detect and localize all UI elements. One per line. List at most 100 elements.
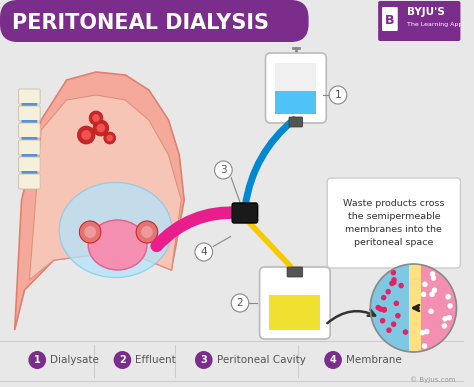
FancyBboxPatch shape: [21, 120, 37, 124]
FancyBboxPatch shape: [232, 203, 258, 223]
FancyArrowPatch shape: [246, 120, 294, 205]
Circle shape: [92, 114, 100, 122]
Circle shape: [385, 289, 391, 295]
FancyBboxPatch shape: [287, 267, 303, 277]
Text: BYJU'S: BYJU'S: [407, 7, 445, 17]
Text: Effluent: Effluent: [135, 355, 176, 365]
Circle shape: [398, 283, 404, 288]
Circle shape: [104, 132, 116, 144]
FancyBboxPatch shape: [18, 174, 40, 189]
Circle shape: [97, 123, 105, 132]
FancyBboxPatch shape: [18, 157, 40, 172]
Circle shape: [77, 126, 95, 144]
Circle shape: [28, 351, 46, 369]
FancyBboxPatch shape: [382, 7, 398, 31]
Circle shape: [382, 307, 387, 312]
Text: B: B: [385, 14, 395, 26]
Text: The Learning App: The Learning App: [407, 22, 462, 27]
Circle shape: [391, 277, 397, 283]
Circle shape: [432, 288, 437, 293]
Wedge shape: [370, 264, 413, 352]
FancyBboxPatch shape: [289, 117, 303, 127]
Circle shape: [389, 281, 395, 286]
Circle shape: [442, 316, 448, 322]
Circle shape: [329, 86, 347, 104]
FancyArrowPatch shape: [250, 223, 292, 268]
Circle shape: [403, 329, 408, 335]
Circle shape: [447, 315, 452, 320]
Circle shape: [386, 327, 392, 333]
FancyBboxPatch shape: [18, 140, 40, 155]
Circle shape: [136, 221, 158, 243]
FancyBboxPatch shape: [275, 63, 317, 91]
Text: Peritoneal Cavity: Peritoneal Cavity: [217, 355, 305, 365]
Circle shape: [93, 120, 109, 136]
Circle shape: [421, 291, 427, 297]
Circle shape: [82, 130, 91, 140]
Text: © Byjus.com: © Byjus.com: [410, 376, 456, 383]
Circle shape: [141, 226, 153, 238]
Circle shape: [391, 322, 396, 327]
Circle shape: [393, 301, 399, 306]
Circle shape: [442, 323, 447, 329]
Circle shape: [424, 329, 429, 334]
FancyBboxPatch shape: [265, 53, 326, 123]
FancyBboxPatch shape: [260, 267, 330, 339]
Text: 2: 2: [119, 355, 126, 365]
FancyArrowPatch shape: [213, 236, 231, 247]
Circle shape: [195, 243, 212, 261]
FancyArrowPatch shape: [231, 178, 240, 202]
Circle shape: [324, 351, 342, 369]
Circle shape: [395, 313, 401, 319]
Circle shape: [422, 281, 428, 287]
Ellipse shape: [59, 183, 172, 277]
Text: Waste products cross
the semipermeable
membranes into the
peritoneal space: Waste products cross the semipermeable m…: [343, 199, 445, 247]
Text: 3: 3: [201, 355, 207, 365]
FancyBboxPatch shape: [0, 0, 309, 42]
Circle shape: [381, 307, 387, 313]
Text: Dialysate: Dialysate: [50, 355, 99, 365]
FancyArrowPatch shape: [156, 212, 239, 246]
Text: 1: 1: [34, 355, 41, 365]
Circle shape: [84, 226, 96, 238]
Circle shape: [107, 135, 113, 141]
Circle shape: [391, 270, 396, 276]
FancyBboxPatch shape: [21, 171, 37, 175]
Wedge shape: [413, 264, 456, 352]
Text: 2: 2: [237, 298, 243, 308]
Circle shape: [391, 279, 397, 285]
Circle shape: [380, 318, 385, 324]
FancyBboxPatch shape: [18, 89, 40, 104]
FancyArrowPatch shape: [413, 305, 419, 311]
Circle shape: [422, 343, 427, 349]
FancyBboxPatch shape: [18, 123, 40, 138]
Circle shape: [215, 161, 232, 179]
Text: 1: 1: [335, 90, 341, 100]
Circle shape: [114, 351, 131, 369]
Ellipse shape: [88, 220, 147, 270]
Text: 4: 4: [201, 247, 207, 257]
Circle shape: [447, 303, 453, 309]
FancyBboxPatch shape: [327, 178, 460, 268]
FancyBboxPatch shape: [21, 154, 37, 158]
Polygon shape: [409, 264, 421, 352]
Circle shape: [195, 351, 212, 369]
Circle shape: [430, 271, 435, 277]
FancyBboxPatch shape: [21, 137, 37, 141]
Circle shape: [381, 295, 386, 300]
Text: PERITONEAL DIALYSIS: PERITONEAL DIALYSIS: [12, 13, 269, 33]
Polygon shape: [29, 95, 181, 280]
FancyBboxPatch shape: [378, 1, 460, 41]
Text: 3: 3: [220, 165, 227, 175]
Circle shape: [378, 306, 383, 312]
Circle shape: [446, 294, 451, 300]
Text: Membrane: Membrane: [346, 355, 401, 365]
Circle shape: [429, 291, 435, 297]
Text: 4: 4: [330, 355, 337, 365]
FancyBboxPatch shape: [18, 106, 40, 121]
Circle shape: [428, 308, 434, 314]
Circle shape: [89, 111, 103, 125]
Circle shape: [431, 275, 436, 281]
FancyBboxPatch shape: [269, 295, 320, 330]
Circle shape: [231, 294, 249, 312]
